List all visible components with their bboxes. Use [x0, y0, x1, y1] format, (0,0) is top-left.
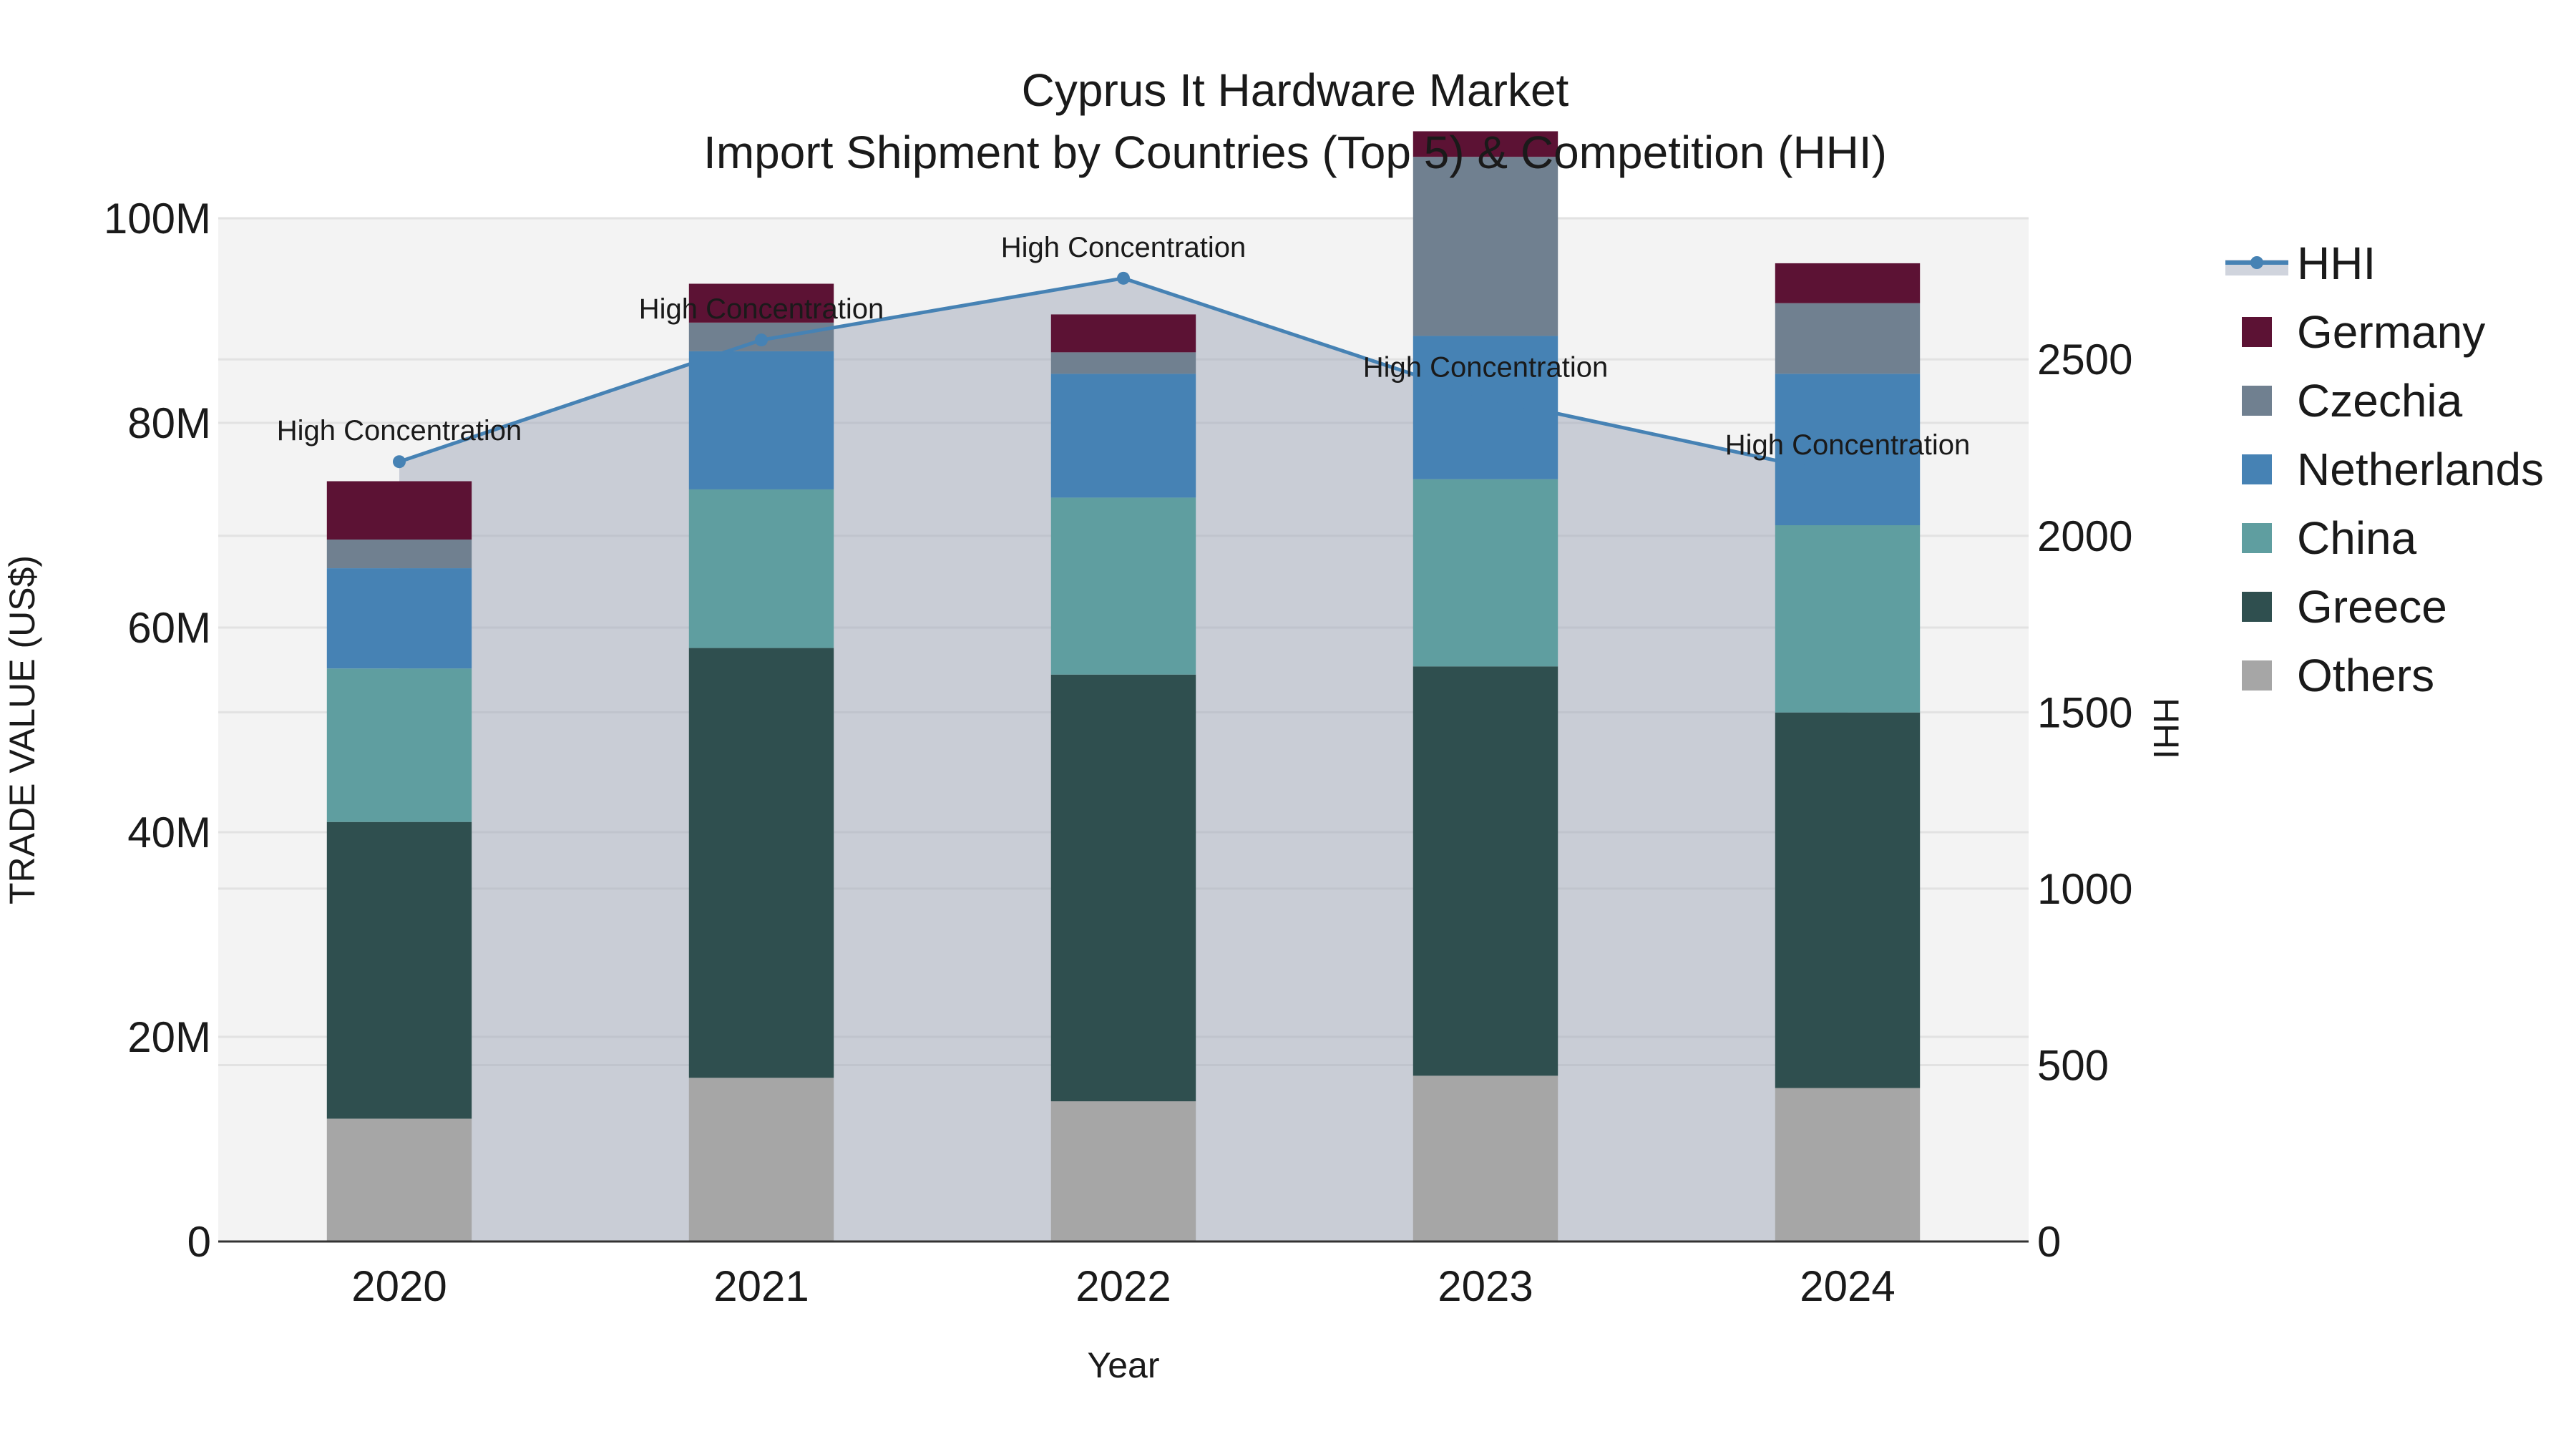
y2-tick-label: 2500	[2037, 336, 2132, 384]
bar-greece-2020	[326, 821, 472, 1119]
y2-tick-label: 1000	[2037, 865, 2132, 913]
y2-tick-label: 500	[2037, 1041, 2109, 1089]
x-tick-label: 2022	[1075, 1262, 1171, 1310]
bar-others-2021	[688, 1078, 834, 1241]
hhi-point-2022	[1117, 271, 1130, 285]
legend-swatch-netherlands	[2242, 454, 2272, 484]
legend-label-greece: Greece	[2297, 581, 2447, 633]
legend-swatch-china	[2242, 523, 2272, 553]
x-tick-label: 2024	[1800, 1262, 1895, 1310]
bar-greece-2023	[1413, 666, 1558, 1076]
bar-germany-2022	[1050, 314, 1196, 353]
y2-tick-label: 2000	[2037, 512, 2132, 560]
bar-czechia-2023	[1413, 157, 1558, 336]
hhi-annotation-2021: High Concentration	[639, 293, 884, 325]
bar-netherlands-2022	[1050, 374, 1196, 498]
legend-label-china: China	[2297, 512, 2417, 564]
x-axis-ticks: 2020 2021 2022 2023 2024	[351, 1262, 1895, 1310]
legend-swatch-greece	[2242, 592, 2272, 622]
bar-others-2022	[1050, 1101, 1196, 1241]
y-tick-label: 60M	[127, 604, 211, 652]
bar-netherlands-2020	[326, 568, 472, 669]
bar-china-2022	[1050, 497, 1196, 675]
legend-label-germany: Germany	[2297, 306, 2485, 358]
hhi-annotation-2024: High Concentration	[1725, 429, 1970, 461]
legend-item-germany[interactable]: Germany	[2242, 306, 2485, 358]
hhi-annotation-2023: High Concentration	[1363, 351, 1608, 383]
legend-swatch-others	[2242, 660, 2272, 691]
x-tick-label: 2020	[351, 1262, 447, 1310]
bar-greece-2021	[688, 648, 834, 1078]
legend-label-czechia: Czechia	[2297, 375, 2463, 426]
legend-item-greece[interactable]: Greece	[2242, 581, 2447, 633]
legend-item-netherlands[interactable]: Netherlands	[2242, 444, 2544, 495]
hhi-annotation-2020: High Concentration	[277, 415, 522, 447]
y2-tick-label: 0	[2037, 1218, 2061, 1266]
legend-label-hhi: HHI	[2297, 238, 2376, 289]
x-tick-label: 2021	[713, 1262, 809, 1310]
y2-axis-title: HHI	[2146, 698, 2186, 759]
y-tick-label: 20M	[127, 1013, 211, 1061]
hhi-point-2024	[1841, 469, 1854, 482]
y-tick-label: 40M	[127, 809, 211, 857]
bars	[326, 131, 1921, 1241]
bar-others-2023	[1413, 1075, 1558, 1241]
hhi-annotation-2022: High Concentration	[1001, 232, 1246, 263]
bar-china-2023	[1413, 479, 1558, 667]
legend-item-china[interactable]: China	[2242, 512, 2417, 564]
bar-germany-2024	[1775, 263, 1921, 303]
legend-swatch-hhi-marker	[2250, 256, 2263, 269]
legend-swatch-czechia	[2242, 386, 2272, 416]
chart-subtitle: Import Shipment by Countries (Top 5) & C…	[703, 127, 1887, 178]
hhi-line	[393, 271, 1854, 482]
annotations: High Concentration High Concentration High…	[277, 232, 1970, 461]
y2-tick-label: 1500	[2037, 688, 2132, 736]
bar-czechia-2020	[326, 540, 472, 569]
legend-item-hhi[interactable]: HHI	[2225, 238, 2376, 289]
bar-others-2020	[326, 1118, 472, 1241]
legend-label-netherlands: Netherlands	[2297, 444, 2544, 495]
bar-czechia-2024	[1775, 303, 1921, 374]
bar-china-2020	[326, 668, 472, 822]
chart-title: Cyprus It Hardware Market	[1022, 64, 1569, 116]
bar-czechia-2022	[1050, 352, 1196, 374]
legend-swatch-germany	[2242, 317, 2272, 347]
bar-germany-2023	[1413, 131, 1558, 157]
y-tick-label: 100M	[104, 195, 211, 243]
y-axis-ticks: 0 20M 40M 60M 80M 100M	[104, 195, 211, 1266]
legend-label-others: Others	[2297, 650, 2434, 701]
x-tick-label: 2023	[1438, 1262, 1533, 1310]
bar-others-2024	[1775, 1088, 1921, 1241]
bar-netherlands-2021	[688, 351, 834, 489]
y-axis-title: TRADE VALUE (US$)	[2, 555, 42, 904]
hhi-point-2020	[393, 455, 406, 469]
bar-germany-2021	[688, 283, 834, 323]
y-tick-label: 80M	[127, 399, 211, 447]
y-tick-label: 0	[187, 1218, 211, 1266]
bar-germany-2020	[326, 481, 472, 540]
legend-item-czechia[interactable]: Czechia	[2242, 375, 2463, 426]
x-axis-title: Year	[1087, 1345, 1159, 1385]
legend: HHI Germany Czechia Netherlands China Greece O…	[2225, 238, 2544, 701]
hhi-point-2021	[755, 333, 768, 347]
bar-netherlands-2024	[1775, 374, 1921, 525]
bar-china-2024	[1775, 525, 1921, 713]
bar-greece-2022	[1050, 674, 1196, 1102]
bar-greece-2024	[1775, 712, 1921, 1088]
bar-china-2021	[688, 489, 834, 648]
y2-axis-ticks: 0 500 1000 1500 2000 2500	[2037, 336, 2132, 1266]
legend-item-others[interactable]: Others	[2242, 650, 2434, 701]
hhi-point-2023	[1479, 391, 1492, 405]
